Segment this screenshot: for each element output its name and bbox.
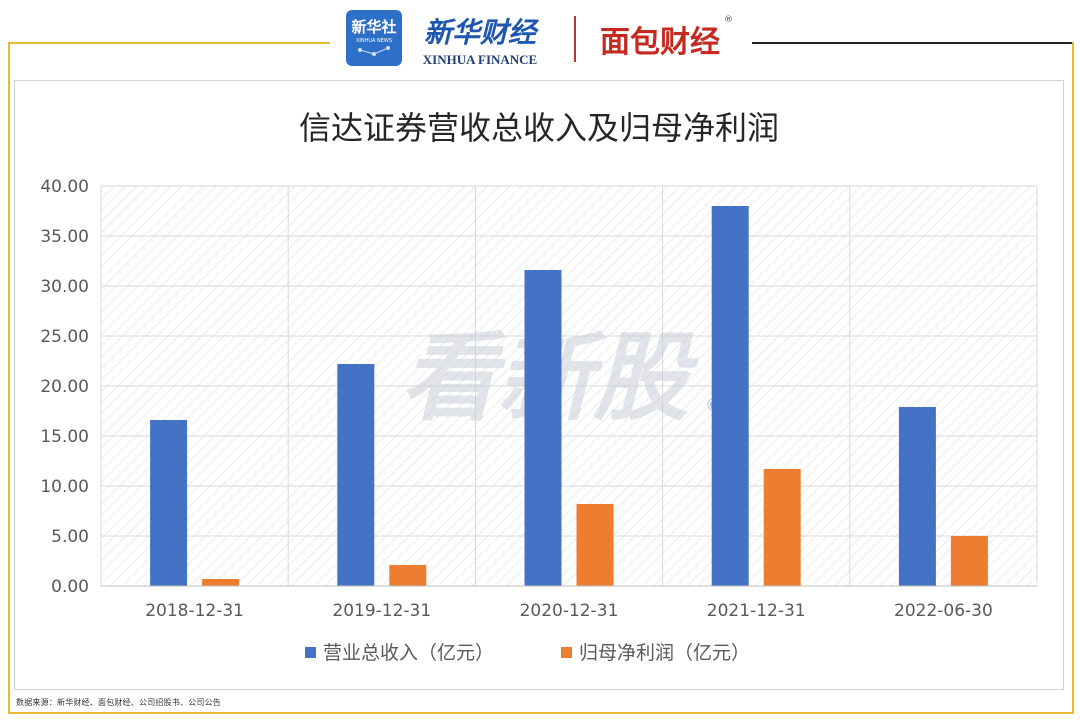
legend-swatch-net-profit <box>561 647 572 658</box>
xinhua-finance-cn: 新华财经 <box>424 16 540 49</box>
frame-line-top-right <box>752 42 1074 44</box>
mianbao-logo: 面包财经 <box>600 25 720 60</box>
y-tick-label: 15.00 <box>40 427 89 447</box>
bar-revenue-3 <box>711 206 749 586</box>
y-tick-label: 5.00 <box>51 527 89 547</box>
legend-swatch-revenue <box>305 647 316 658</box>
bars <box>150 206 988 586</box>
bar-net-profit-1 <box>389 565 427 586</box>
y-tick-label: 0.00 <box>51 577 89 597</box>
bar-net-profit-2 <box>576 504 614 586</box>
y-tick-label: 35.00 <box>40 227 89 247</box>
legend-label-net-profit: 归母净利润（亿元） <box>579 642 750 664</box>
chart-title: 信达证券营收总收入及归母净利润 <box>299 109 779 147</box>
xinhua-finance-en: XINHUA FINANCE <box>423 52 537 67</box>
bar-revenue-1 <box>337 364 375 586</box>
xinhua-agency-logo-text: 新华社 <box>351 18 396 36</box>
bar-revenue-4 <box>898 407 936 586</box>
bar-net-profit-4 <box>950 536 988 586</box>
x-tick-label: 2018-12-31 <box>145 601 244 621</box>
x-tick-label: 2020-12-31 <box>520 601 619 621</box>
x-tick-label: 2021-12-31 <box>707 601 806 621</box>
source-note: 数据来源：新华财经、面包财经、公司招股书、公司公告 <box>16 698 221 707</box>
y-tick-label: 30.00 <box>40 277 89 297</box>
bar-net-profit-0 <box>202 579 240 586</box>
bar-net-profit-3 <box>763 469 801 586</box>
bar-revenue-0 <box>150 420 188 586</box>
x-tick-label: 2022-06-30 <box>894 601 993 621</box>
x-tick-label: 2019-12-31 <box>332 601 431 621</box>
frame-line-bottom <box>8 712 1074 714</box>
header-logos: 新华社 XINHUA NEWS 新华财经 XINHUA FINANCE 面包财经… <box>346 10 733 67</box>
bar-revenue-2 <box>524 270 562 586</box>
frame-line-left <box>8 42 10 714</box>
legend-label-revenue: 营业总收入（亿元） <box>323 642 494 664</box>
y-tick-label: 40.00 <box>40 177 89 197</box>
logo-divider <box>574 16 576 62</box>
frame-line-top-left <box>8 42 330 44</box>
bar-chart: 信达证券营收总收入及归母净利润 看新股 © 0.00 5.00 10.00 15.00… <box>40 109 1038 664</box>
xinhua-agency-logo-subtext: XINHUA NEWS <box>356 38 392 44</box>
x-axis: 2018-12-31 2019-12-31 2020-12-31 2021-12-31… <box>101 585 1037 621</box>
legend: 营业总收入（亿元） 归母净利润（亿元） <box>305 642 750 664</box>
y-tick-label: 10.00 <box>40 477 89 497</box>
mianbao-logo-mark: ® <box>724 15 733 25</box>
watermark: 看新股 © <box>401 322 723 434</box>
frame-line-right <box>1072 42 1074 714</box>
y-tick-label: 20.00 <box>40 377 89 397</box>
chart-panel: 信达证券营收总收入及归母净利润 看新股 © 0.00 5.00 10.00 15.00… <box>14 80 1064 690</box>
y-axis: 0.00 5.00 10.00 15.00 20.00 25.00 30.00 35.00 40… <box>40 177 89 597</box>
xinhua-agency-logo: 新华社 XINHUA NEWS <box>346 10 402 66</box>
y-tick-label: 25.00 <box>40 327 89 347</box>
